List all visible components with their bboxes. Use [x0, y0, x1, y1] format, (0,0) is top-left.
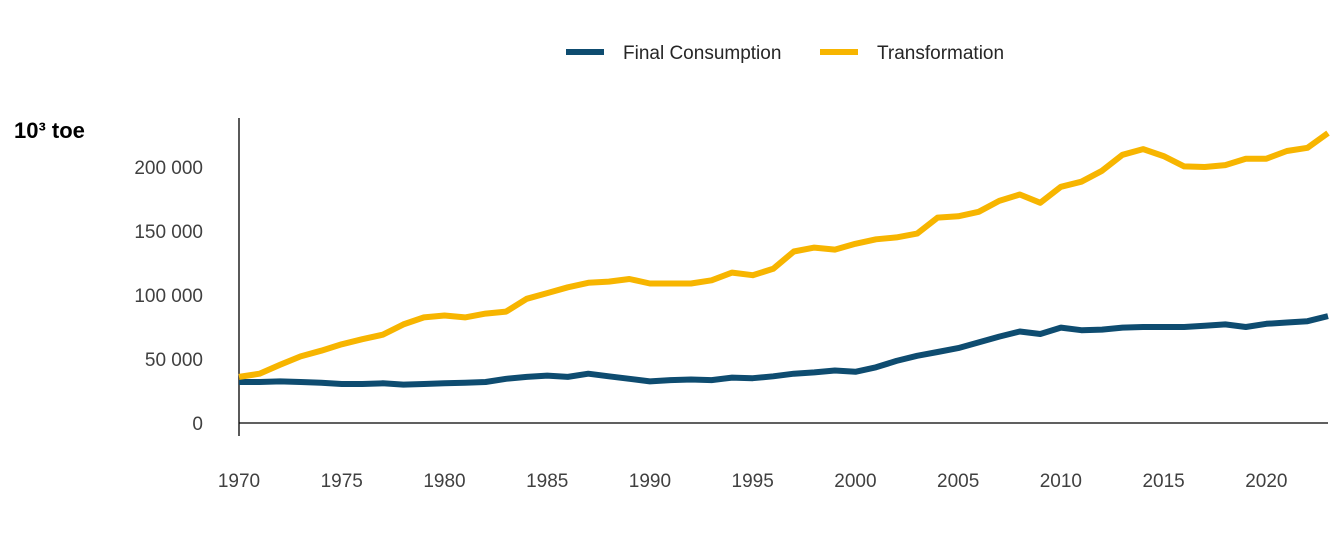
- y-tick-labels: 0 50 000 100 000 150 000 200 000: [134, 158, 203, 435]
- legend: Final Consumption Transformation: [566, 43, 1004, 64]
- x-tick-label: 1975: [321, 471, 363, 492]
- x-tick-label: 1995: [732, 471, 774, 492]
- x-tick-label: 1980: [423, 471, 465, 492]
- x-tick-label: 2000: [834, 471, 876, 492]
- y-tick-label: 150 000: [134, 222, 203, 243]
- x-tick-label: 2010: [1040, 471, 1082, 492]
- x-tick-label: 2020: [1245, 471, 1287, 492]
- x-tick-label: 1970: [218, 471, 260, 492]
- y-axis-unit-label: 10³ toe: [14, 118, 85, 143]
- series-lines: [238, 130, 1330, 388]
- series-line-transformation: [238, 130, 1330, 380]
- x-tick-label: 1990: [629, 471, 671, 492]
- series-line-final-consumption: [239, 313, 1329, 388]
- x-tick-labels: 1970 1975 1980 1985 1990 1995 2000 2005 2010 2015…: [218, 471, 1288, 492]
- legend-label: Final Consumption: [623, 43, 781, 64]
- x-tick-label: 2005: [937, 471, 979, 492]
- x-tick-label: 2015: [1142, 471, 1184, 492]
- y-tick-label: 100 000: [134, 286, 203, 307]
- y-tick-label: 200 000: [134, 158, 203, 179]
- y-tick-label: 50 000: [145, 350, 203, 371]
- y-tick-label: 0: [192, 414, 203, 435]
- x-tick-label: 1985: [526, 471, 568, 492]
- legend-label: Transformation: [877, 43, 1004, 64]
